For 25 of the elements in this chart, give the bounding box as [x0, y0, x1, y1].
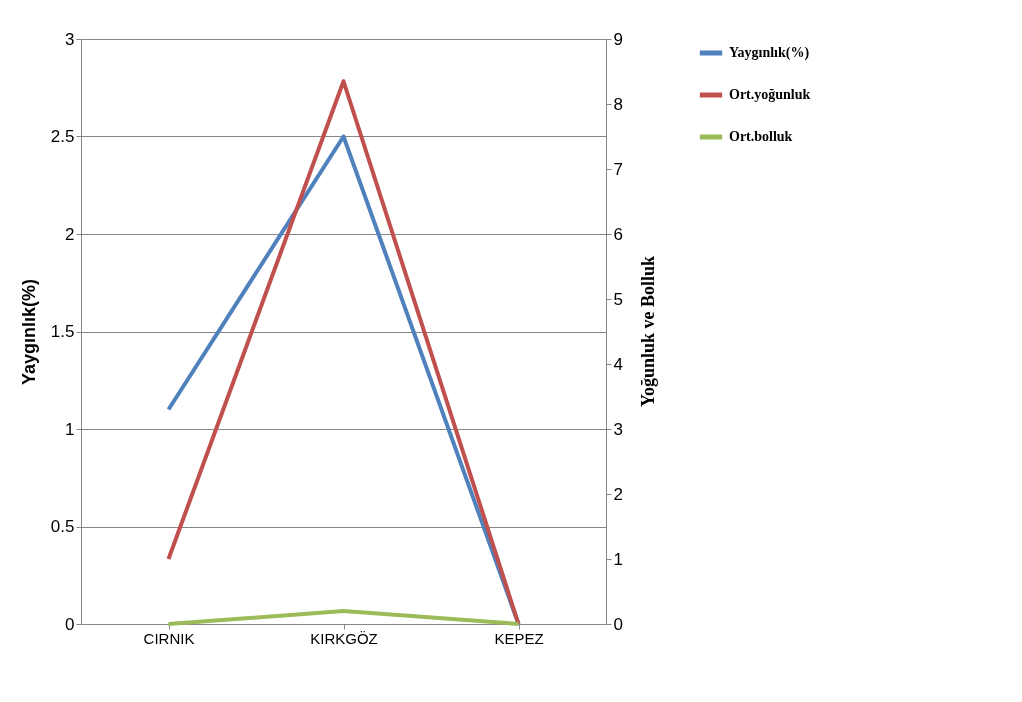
y2-tick-label: 2 — [613, 484, 623, 504]
y-axis-title: Yaygınlık(%) — [18, 278, 39, 386]
y-tick-label: 0.5 — [50, 517, 75, 536]
legend-label: Ort.bolluk — [729, 129, 793, 144]
y2-tick-label: 3 — [613, 419, 623, 439]
y2-tick-label: 1 — [613, 549, 623, 569]
y-tick-label: 0 — [65, 614, 75, 634]
x-tick-label: KIRKGÖZ — [310, 629, 378, 647]
legend-label: Ort.yoğunluk — [729, 87, 811, 102]
y2-axis-title: Yoğunluk ve Bolluk — [637, 255, 658, 408]
y-tick-label: 1.5 — [50, 322, 75, 341]
y2-tick-label: 7 — [613, 159, 623, 179]
x-tick-label: CIRNIK — [143, 629, 195, 647]
y2-tick-label: 6 — [613, 224, 623, 244]
y-tick-label: 2 — [65, 224, 75, 244]
x-tick-label: KEPEZ — [494, 629, 544, 647]
y2-tick-label: 8 — [613, 94, 623, 114]
legend-label: Yaygınlık(%) — [729, 45, 810, 61]
y2-tick-label: 4 — [613, 354, 623, 374]
y2-tick-label: 5 — [613, 289, 623, 309]
y-tick-label: 3 — [65, 29, 75, 49]
y-tick-label: 2.5 — [50, 127, 75, 146]
y2-tick-label: 0 — [613, 614, 623, 634]
y2-tick-label: 9 — [613, 29, 623, 49]
y-tick-label: 1 — [65, 419, 75, 439]
